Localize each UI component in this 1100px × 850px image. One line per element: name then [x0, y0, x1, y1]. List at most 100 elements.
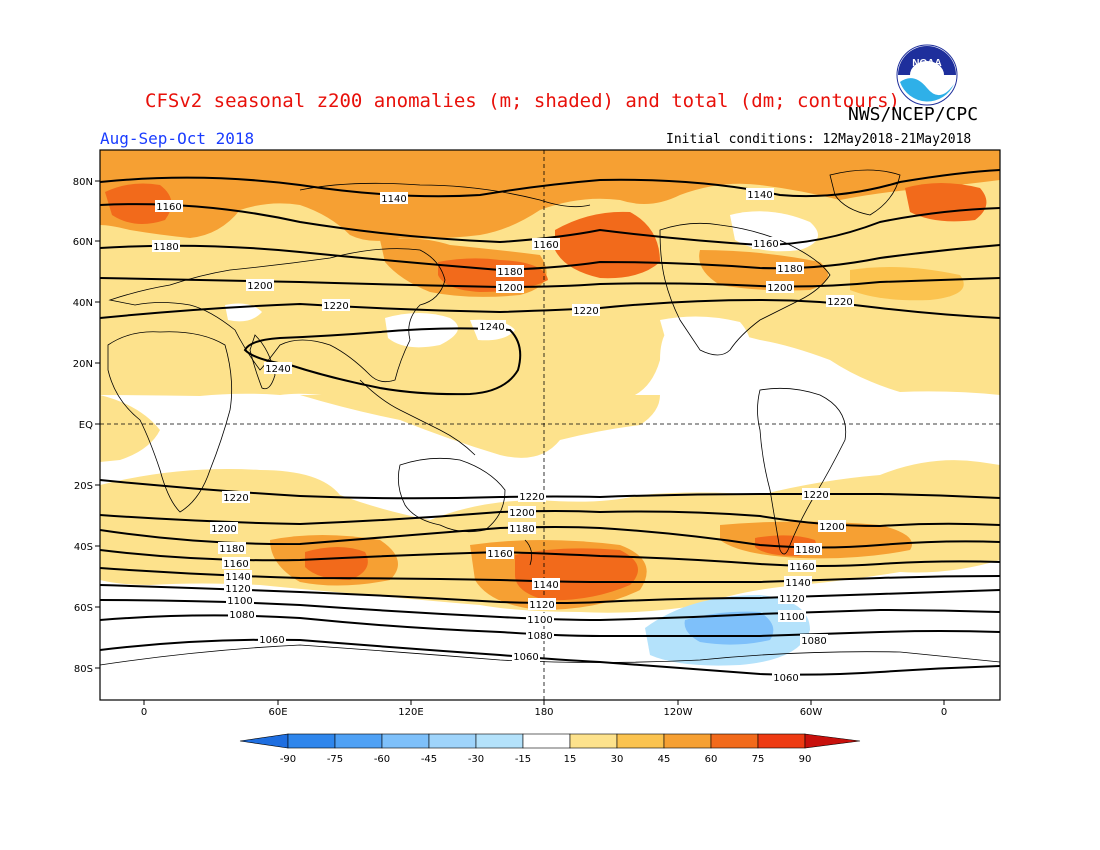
shading-tropics-b: [100, 395, 160, 462]
contour-1200-n: [100, 277, 1000, 289]
contour-label: 1060: [513, 652, 538, 663]
coast-africa: [107, 331, 233, 513]
contour-label: 1140: [747, 190, 772, 201]
colorbar-label: -90: [280, 754, 296, 765]
contour-label: 1160: [789, 562, 814, 573]
shading-nh-medium-d: [850, 266, 964, 301]
contour-label: 1060: [259, 635, 284, 646]
contour-1160-n: [100, 203, 1000, 247]
contour-1160-s: [100, 549, 1000, 567]
coast-arctic-asia: [299, 182, 591, 208]
colorbar-segment: [663, 733, 712, 749]
lat-tick-label: 60N: [73, 237, 93, 248]
colorbar-arrow-left: [239, 733, 289, 749]
contour-label: 1140: [785, 578, 810, 589]
lat-tick-label: 20N: [73, 359, 93, 370]
contour-label: 1120: [779, 594, 804, 605]
coast-seasia: [359, 379, 476, 456]
colorbar-segment: [287, 733, 336, 749]
shading-nh-medium: [100, 150, 1000, 241]
colorbar-labels: -90 -75 -60 -45 -30 -15 15 30 45 60 75 9…: [280, 754, 812, 765]
contour-label: 1200: [247, 281, 272, 292]
coast-greenland: [829, 169, 901, 216]
map-frame: [99, 149, 1001, 701]
contour-label: 1180: [497, 267, 522, 278]
contour-label: 1160: [156, 202, 181, 213]
contour-1080-s: [100, 614, 1000, 638]
contour-label: 1220: [323, 301, 348, 312]
colorbar-label: 75: [752, 754, 765, 765]
contour-label: 1200: [767, 283, 792, 294]
contour-label: 1100: [527, 615, 552, 626]
lon-tick-label: 60E: [268, 707, 287, 718]
contour-label: 1200: [211, 524, 236, 535]
contour-label: 1100: [227, 596, 252, 607]
colorbar-label: 90: [799, 754, 812, 765]
coast-namerica: [659, 222, 831, 356]
contour-1100-s: [100, 599, 1000, 622]
contour-label: 1220: [519, 492, 544, 503]
noaa-logo: NOAA: [896, 44, 958, 106]
contour-1180-s: [100, 526, 1000, 549]
shading-nh-dark-2: [905, 183, 987, 222]
colorbar-arrow-right: [804, 733, 861, 749]
lat-tick-label: 80S: [74, 664, 93, 675]
coast-antarctica: [100, 644, 1000, 666]
colorbar-segment: [522, 733, 571, 749]
contours: [100, 169, 1000, 676]
lon-tick-label: 60W: [800, 707, 823, 718]
lat-tick-label: 40N: [73, 298, 93, 309]
colorbar-label: 45: [658, 754, 671, 765]
contour-1140-n: [100, 169, 1000, 198]
contour-label: 1160: [533, 240, 558, 251]
colorbar-label: -30: [468, 754, 484, 765]
lon-tick-label: 0: [941, 707, 947, 718]
noaa-logo-text: NOAA: [912, 58, 941, 69]
contour-label: 1240: [265, 364, 290, 375]
contour-labels: 1160 1140 1140 1180 1160 1160 1180 1180 …: [152, 188, 854, 684]
lon-tick-label: 120W: [664, 707, 693, 718]
contour-label: 1220: [573, 306, 598, 317]
contour-1220-s: [100, 479, 1000, 500]
contour-label: 1140: [225, 572, 250, 583]
lat-tick-label: EQ: [79, 420, 93, 431]
lat-tick-label: 60S: [74, 603, 93, 614]
agency-label: NWS/NCEP/CPC: [848, 104, 979, 125]
lon-tick-label: 180: [534, 707, 553, 718]
contour-label: 1180: [509, 524, 534, 535]
contour-label: 1180: [795, 545, 820, 556]
contour-1200-s: [100, 510, 1000, 528]
colorbar-label: -15: [515, 754, 531, 765]
coast-india: [249, 334, 276, 390]
colorbar-segment: [428, 733, 477, 749]
contour-label: 1200: [819, 522, 844, 533]
contour-label: 1080: [801, 636, 826, 647]
colorbar-label: 15: [564, 754, 577, 765]
colorbar-label: 60: [705, 754, 718, 765]
contour-label: 1220: [827, 297, 852, 308]
contour-label: 1220: [223, 493, 248, 504]
contour-label: 1120: [529, 600, 554, 611]
contour-label: 1080: [229, 610, 254, 621]
contour-label: 1160: [753, 239, 778, 250]
colorbar-label: -60: [374, 754, 390, 765]
lat-tick-label: 40S: [74, 542, 93, 553]
coastlines: [100, 169, 1000, 666]
contour-label: 1180: [219, 544, 244, 555]
contour-label: 1200: [497, 283, 522, 294]
shading-nh-white-c: [660, 316, 750, 362]
contour-label: 1180: [777, 264, 802, 275]
contour-label: 1080: [527, 631, 552, 642]
contour-label: 1220: [803, 490, 828, 501]
contour-1180-n: [100, 244, 1000, 272]
contour-label: 1180: [153, 242, 178, 253]
lat-axis: 80N 60N 40N 20N EQ 20S 40S 60S 80S: [73, 177, 100, 675]
contour-label: 1060: [773, 673, 798, 684]
colorbar-label: 30: [611, 754, 624, 765]
contour-label: 1140: [381, 194, 406, 205]
coast-samerica: [757, 387, 847, 555]
contour-1240: [243, 327, 522, 396]
coast-nz: [524, 539, 533, 566]
contour-label: 1160: [487, 549, 512, 560]
lat-tick-label: 20S: [74, 481, 93, 492]
